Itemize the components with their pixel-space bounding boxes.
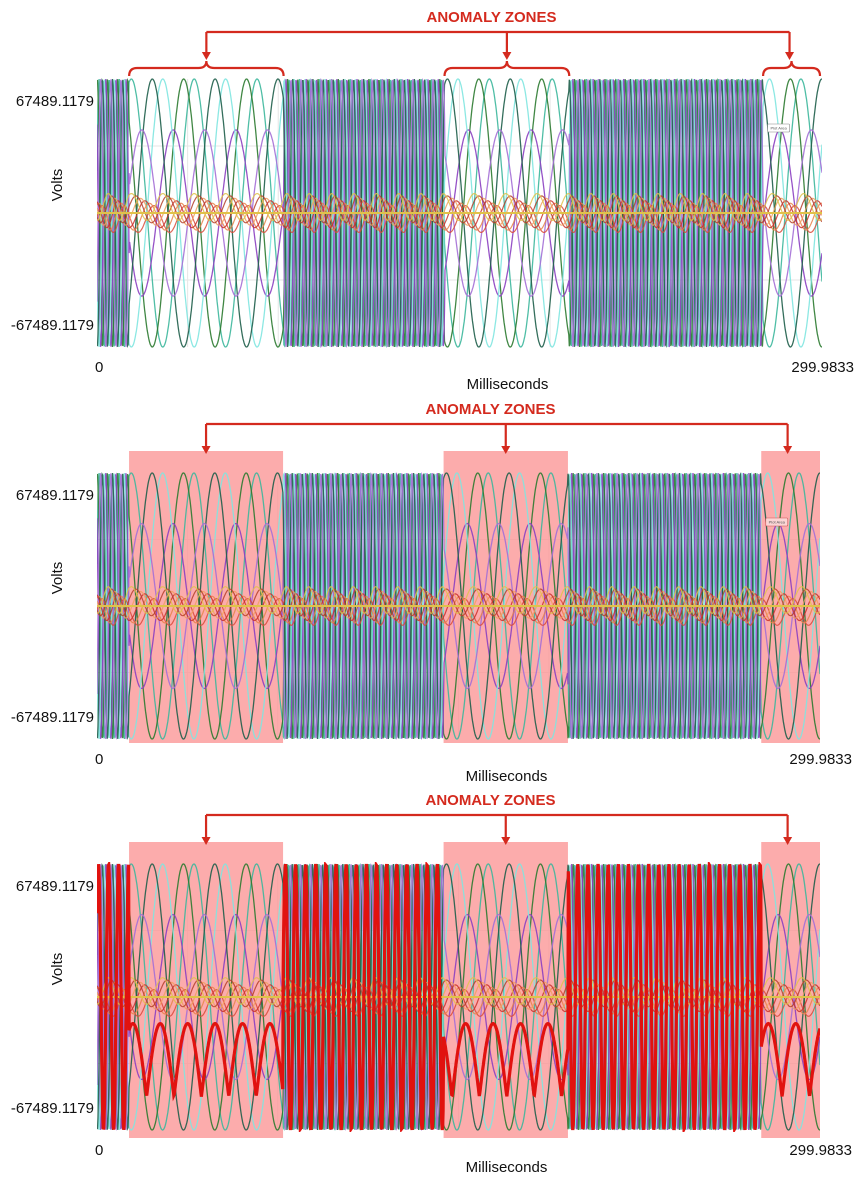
x-tick-start: 0	[95, 1142, 103, 1159]
plot-area-button-label: Plot Area	[771, 126, 788, 131]
y-axis-label: Volts	[49, 562, 66, 595]
annotation-arrowhead-3	[783, 837, 793, 845]
wave-series-6	[97, 471, 820, 741]
ripple-series-6	[97, 192, 822, 222]
wave-series-2	[97, 77, 822, 348]
zone-bracket-3	[761, 60, 822, 77]
y-axis-label: Volts	[49, 953, 66, 986]
plot-area-button[interactable]: Plot Area	[767, 123, 790, 133]
annotation-arrowhead-1	[201, 837, 211, 845]
wave-series-5	[97, 471, 820, 741]
annotation-arrowhead-2	[501, 446, 511, 454]
plot-area-button-label: Plot Area	[769, 520, 786, 525]
wave-series-2	[97, 472, 820, 740]
zone-bracket-1	[128, 60, 285, 77]
waveforms	[97, 862, 820, 1132]
y-tick-min: -67489.1179	[11, 709, 94, 726]
ripple-series-4	[97, 197, 822, 226]
chart-panel-2: Plot Area ANOMALY ZONES 67489.1179 -67489.1…	[11, 401, 852, 785]
anomaly-zones-label: ANOMALY ZONES	[425, 401, 555, 418]
wave-series-6	[97, 77, 822, 349]
ripple-series-4	[97, 981, 820, 1010]
plot-area-button[interactable]: Plot Area	[765, 517, 789, 527]
ripple-series-6	[97, 586, 820, 614]
ripple-series-4	[97, 590, 820, 619]
y-tick-max: 67489.1179	[16, 93, 94, 110]
ripple-series-6	[97, 977, 820, 1005]
annotation-arrowhead-3	[783, 446, 793, 454]
wave-series-5	[97, 77, 822, 349]
annotation-arrowhead-2	[501, 837, 511, 845]
waveforms	[97, 471, 820, 741]
y-tick-min: -67489.1179	[11, 1100, 94, 1117]
x-tick-end: 299.9833	[789, 1142, 852, 1159]
anomaly-zones-label: ANOMALY ZONES	[426, 9, 556, 26]
waveforms	[97, 77, 822, 349]
chart-panel-3: ANOMALY ZONES 67489.1179 -67489.1179 0 299.9…	[11, 792, 852, 1176]
ripple-series-5	[97, 979, 820, 1008]
anomaly-zones-label: ANOMALY ZONES	[425, 792, 555, 809]
x-axis-label: Milliseconds	[466, 768, 548, 785]
chart-panel-1: Plot Area ANOMALY ZONES 67489.1179 -67489.1…	[11, 9, 854, 393]
anomaly-annotation: ANOMALY ZONES	[201, 401, 793, 454]
x-axis-label: Milliseconds	[466, 1159, 548, 1176]
anomaly-annotation: ANOMALY ZONES	[128, 9, 822, 77]
anomaly-zone-1	[129, 451, 284, 743]
y-axis-label: Volts	[49, 169, 66, 202]
ripple-series-5	[97, 588, 820, 617]
annotation-arrowhead-2	[502, 52, 512, 60]
x-axis-label: Milliseconds	[467, 376, 549, 393]
x-tick-start: 0	[95, 359, 103, 376]
y-tick-max: 67489.1179	[16, 487, 94, 504]
zone-bracket-2	[443, 60, 571, 77]
annotation-arrowhead-1	[201, 446, 211, 454]
highlighted-series	[97, 862, 820, 1132]
anomaly-annotation: ANOMALY ZONES	[201, 792, 793, 845]
annotation-arrowhead-3	[785, 52, 795, 60]
x-tick-end: 299.9833	[791, 359, 854, 376]
y-tick-min: -67489.1179	[11, 317, 94, 334]
y-tick-max: 67489.1179	[16, 878, 94, 895]
x-tick-start: 0	[95, 751, 103, 768]
annotation-arrowhead-1	[201, 52, 211, 60]
x-tick-end: 299.9833	[789, 751, 852, 768]
